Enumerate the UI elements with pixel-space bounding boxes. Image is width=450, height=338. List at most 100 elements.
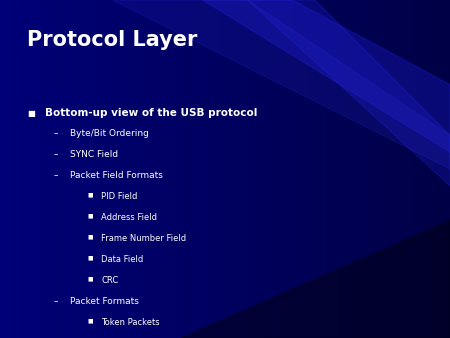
Bar [68, 0, 76, 338]
Bar [400, 0, 407, 338]
Text: SYNC Field: SYNC Field [70, 150, 118, 159]
Bar [112, 0, 121, 338]
Bar [5, 0, 14, 338]
Bar [45, 0, 53, 338]
Bar [298, 0, 306, 338]
Bar [410, 0, 419, 338]
Bar [130, 0, 137, 338]
Bar [365, 0, 374, 338]
Bar [230, 0, 238, 338]
Bar [56, 0, 64, 338]
Bar [355, 0, 362, 338]
Bar [185, 0, 193, 338]
Text: ■: ■ [88, 235, 93, 240]
Bar [85, 0, 92, 338]
Text: –: – [54, 171, 58, 180]
Text: –: – [54, 129, 58, 138]
Text: Token Packets: Token Packets [101, 318, 160, 327]
Bar [90, 0, 98, 338]
Text: ■: ■ [88, 256, 93, 261]
Bar [163, 0, 171, 338]
Bar [208, 0, 216, 338]
Text: ■: ■ [88, 276, 93, 282]
Bar [202, 0, 211, 338]
Bar [388, 0, 396, 338]
Bar [433, 0, 441, 338]
Bar [0, 0, 8, 338]
Text: ■: ■ [88, 318, 93, 323]
Polygon shape [180, 220, 450, 338]
Polygon shape [248, 0, 450, 186]
Text: Bottom-up view of the USB protocol: Bottom-up view of the USB protocol [45, 108, 257, 118]
Text: Packet Field Formats: Packet Field Formats [70, 171, 162, 180]
Bar [17, 0, 25, 338]
Bar [275, 0, 284, 338]
Text: ■: ■ [88, 214, 93, 219]
Bar [371, 0, 379, 338]
Bar [310, 0, 317, 338]
Bar [236, 0, 244, 338]
Bar [146, 0, 154, 338]
Bar [40, 0, 47, 338]
Bar [343, 0, 351, 338]
Bar [259, 0, 266, 338]
Bar [158, 0, 166, 338]
Bar [79, 0, 86, 338]
Bar [338, 0, 346, 338]
Bar [270, 0, 278, 338]
Bar [326, 0, 334, 338]
Bar [140, 0, 148, 338]
Bar [394, 0, 401, 338]
Text: ■: ■ [88, 193, 93, 198]
Polygon shape [112, 0, 450, 169]
Bar [152, 0, 160, 338]
Text: Protocol Layer: Protocol Layer [27, 30, 198, 50]
Bar [197, 0, 205, 338]
Polygon shape [202, 0, 450, 152]
Bar [191, 0, 199, 338]
Bar [220, 0, 227, 338]
Bar [287, 0, 295, 338]
Bar [428, 0, 436, 338]
Bar [50, 0, 58, 338]
Bar [169, 0, 176, 338]
Text: PID Field: PID Field [101, 192, 138, 201]
Bar [445, 0, 450, 338]
Bar [22, 0, 31, 338]
Bar [265, 0, 272, 338]
Bar [73, 0, 81, 338]
Bar [175, 0, 182, 338]
Bar [95, 0, 104, 338]
Bar [360, 0, 368, 338]
Bar [62, 0, 70, 338]
Bar [349, 0, 356, 338]
Bar [101, 0, 109, 338]
Bar [214, 0, 221, 338]
Bar [28, 0, 36, 338]
Bar [248, 0, 256, 338]
Bar [377, 0, 385, 338]
Bar [416, 0, 424, 338]
Text: –: – [54, 297, 58, 306]
Text: CRC: CRC [101, 276, 118, 285]
Bar [439, 0, 446, 338]
Bar [242, 0, 250, 338]
Bar [135, 0, 143, 338]
Bar [332, 0, 340, 338]
Bar [225, 0, 233, 338]
Bar [253, 0, 261, 338]
Bar [320, 0, 328, 338]
Text: Frame Number Field: Frame Number Field [101, 234, 186, 243]
Bar [180, 0, 188, 338]
Text: Address Field: Address Field [101, 213, 157, 222]
Bar [11, 0, 19, 338]
Bar [34, 0, 41, 338]
Text: Packet Formats: Packet Formats [70, 297, 139, 306]
Bar [281, 0, 289, 338]
Bar [292, 0, 301, 338]
Bar [118, 0, 126, 338]
Bar [422, 0, 430, 338]
Bar [315, 0, 323, 338]
Text: ■: ■ [27, 109, 35, 118]
Bar [124, 0, 132, 338]
